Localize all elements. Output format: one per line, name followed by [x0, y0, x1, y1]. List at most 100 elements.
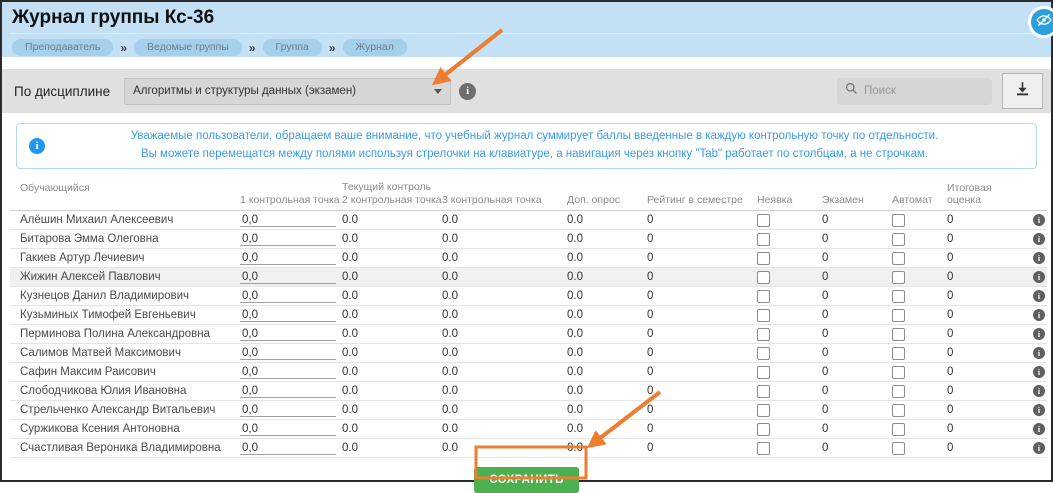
discipline-info-icon[interactable]: i — [459, 82, 477, 100]
absent-checkbox[interactable] — [757, 308, 770, 322]
kt1-input[interactable] — [240, 422, 336, 437]
auto-checkbox[interactable] — [892, 327, 905, 341]
kt1-input[interactable] — [240, 232, 336, 247]
absent-checkbox[interactable] — [757, 365, 770, 379]
absent-checkbox[interactable] — [757, 213, 770, 227]
row-info-icon[interactable]: i — [1033, 309, 1045, 322]
col-header-kt2: Текущий контроль 2 контрольная точка — [342, 181, 442, 212]
row-info-icon[interactable]: i — [1033, 423, 1045, 436]
row-info-icon[interactable]: i — [1033, 442, 1045, 455]
search-box[interactable] — [837, 77, 992, 105]
auto-checkbox[interactable] — [892, 308, 905, 322]
discipline-select[interactable]: Алгоритмы и структуры данных (экзамен) — [124, 77, 452, 105]
absent-checkbox[interactable] — [757, 327, 770, 341]
save-button[interactable]: СОХРАНИТЬ — [474, 467, 579, 493]
search-input[interactable] — [864, 85, 974, 97]
kt3-value: 0.0 — [442, 324, 567, 345]
absent-checkbox[interactable] — [757, 441, 770, 455]
row-info-icon[interactable]: i — [1033, 252, 1045, 265]
dop-value: 0.0 — [567, 210, 647, 231]
absent-checkbox[interactable] — [757, 232, 770, 246]
eye-slash-icon — [1035, 11, 1053, 34]
absent-checkbox[interactable] — [757, 346, 770, 360]
kt1-input[interactable] — [240, 403, 336, 418]
kt3-value: 0.0 — [442, 267, 567, 288]
absent-checkbox[interactable] — [757, 251, 770, 265]
kt3-value: 0.0 — [442, 248, 567, 269]
col-header-student: Обучающийся — [10, 181, 240, 212]
kt1-input[interactable] — [240, 270, 336, 285]
final-value: 0 — [947, 381, 1017, 402]
row-info-icon[interactable]: i — [1033, 366, 1045, 379]
auto-checkbox[interactable] — [892, 289, 905, 303]
final-value: 0 — [947, 210, 1017, 231]
auto-checkbox[interactable] — [892, 365, 905, 379]
kt1-input[interactable] — [240, 308, 336, 323]
kt2-value: 0.0 — [342, 210, 442, 231]
row-info-icon[interactable]: i — [1033, 385, 1045, 398]
kt3-value: 0.0 — [442, 438, 567, 459]
final-value: 0 — [947, 267, 1017, 288]
kt2-value: 0.0 — [342, 248, 442, 269]
row-info-icon[interactable]: i — [1033, 214, 1045, 227]
student-name: Гакиев Артур Лечиевич — [10, 248, 240, 269]
row-info-icon[interactable]: i — [1033, 347, 1045, 360]
table-row: Суржикова Ксения Антоновна 0.0 0.0 0.0 0… — [10, 419, 1047, 440]
table-row: Счастливая Вероника Владимировна 0.0 0.0… — [10, 438, 1047, 459]
student-name: Стрельченко Александр Витальевич — [10, 400, 240, 421]
auto-checkbox[interactable] — [892, 213, 905, 227]
final-value: 0 — [947, 248, 1017, 269]
auto-checkbox[interactable] — [892, 441, 905, 455]
col-header-auto: Автомат — [892, 181, 947, 212]
rating-value: 0 — [647, 286, 757, 307]
kt1-input[interactable] — [240, 251, 336, 266]
kt1-input[interactable] — [240, 346, 336, 361]
breadcrumb-groups[interactable]: Ведомые группы — [134, 39, 242, 56]
kt1-input[interactable] — [240, 213, 336, 228]
dop-value: 0.0 — [567, 267, 647, 288]
breadcrumb-teacher[interactable]: Преподаватель — [12, 39, 114, 56]
kt2-value: 0.0 — [342, 267, 442, 288]
auto-checkbox[interactable] — [892, 384, 905, 398]
kt1-input[interactable] — [240, 365, 336, 380]
absent-checkbox[interactable] — [757, 289, 770, 303]
notice-text: Уважаемые пользователи, обращаем ваше вн… — [45, 128, 1024, 164]
auto-checkbox[interactable] — [892, 422, 905, 436]
absent-checkbox[interactable] — [757, 384, 770, 398]
rating-value: 0 — [647, 248, 757, 269]
dop-value: 0.0 — [567, 324, 647, 345]
kt1-input[interactable] — [240, 441, 336, 456]
toolbar: По дисциплине Алгоритмы и структуры данн… — [2, 69, 1051, 113]
final-value: 0 — [947, 400, 1017, 421]
table-row: Кузьминых Тимофей Евгеньевич 0.0 0.0 0.0… — [10, 305, 1047, 326]
final-value: 0 — [947, 343, 1017, 364]
row-info-icon[interactable]: i — [1033, 290, 1045, 303]
rating-value: 0 — [647, 362, 757, 383]
visibility-toggle-button[interactable] — [1028, 6, 1053, 38]
kt1-input[interactable] — [240, 384, 336, 399]
row-info-icon[interactable]: i — [1033, 404, 1045, 417]
auto-checkbox[interactable] — [892, 232, 905, 246]
auto-checkbox[interactable] — [892, 251, 905, 265]
breadcrumb-group[interactable]: Группа — [262, 39, 322, 56]
exam-value: 0 — [822, 286, 892, 307]
row-info-icon[interactable]: i — [1033, 233, 1045, 246]
kt1-input[interactable] — [240, 289, 336, 304]
absent-checkbox[interactable] — [757, 403, 770, 417]
kt2-value: 0.0 — [342, 381, 442, 402]
breadcrumb-journal[interactable]: Журнал — [342, 39, 407, 56]
row-info-icon[interactable]: i — [1033, 271, 1045, 284]
auto-checkbox[interactable] — [892, 346, 905, 360]
auto-checkbox[interactable] — [892, 403, 905, 417]
student-name: Слободчикова Юлия Ивановна — [10, 381, 240, 402]
absent-checkbox[interactable] — [757, 422, 770, 436]
row-info-icon[interactable]: i — [1033, 328, 1045, 341]
absent-checkbox[interactable] — [757, 270, 770, 284]
chevron-down-icon — [434, 88, 443, 94]
kt1-input[interactable] — [240, 327, 336, 342]
kt3-value: 0.0 — [442, 343, 567, 364]
auto-checkbox[interactable] — [892, 270, 905, 284]
download-button[interactable] — [1002, 73, 1043, 109]
col-header-dop: Доп. опрос — [567, 181, 647, 212]
exam-value: 0 — [822, 267, 892, 288]
